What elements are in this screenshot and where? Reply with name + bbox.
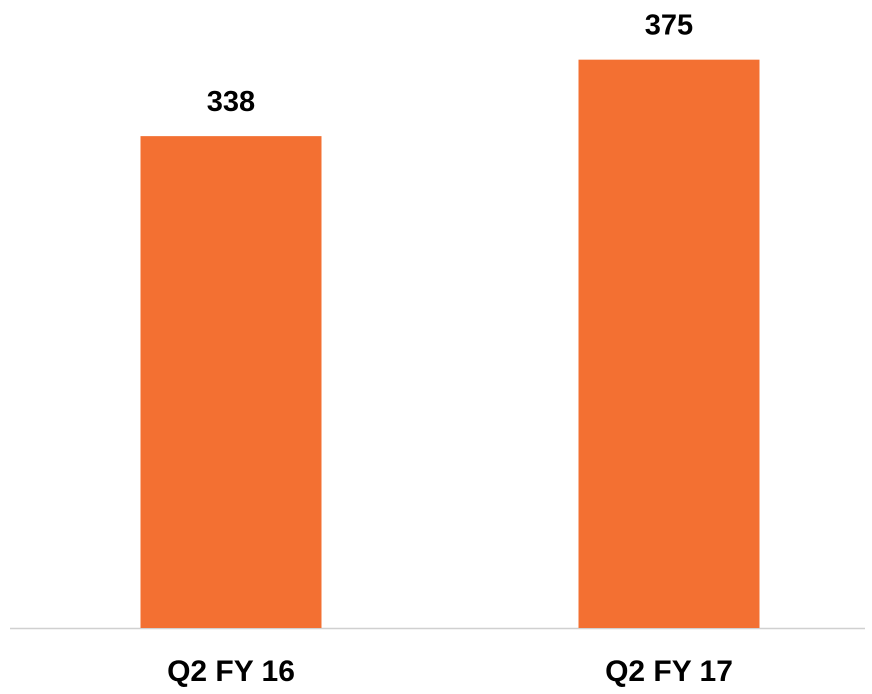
value-label: 338 (207, 86, 255, 118)
x-tick-label: Q2 FY 16 (167, 655, 295, 688)
x-tick-label: Q2 FY 17 (605, 655, 733, 688)
bar (140, 136, 322, 628)
value-label: 375 (645, 9, 693, 41)
bar (578, 59, 760, 628)
